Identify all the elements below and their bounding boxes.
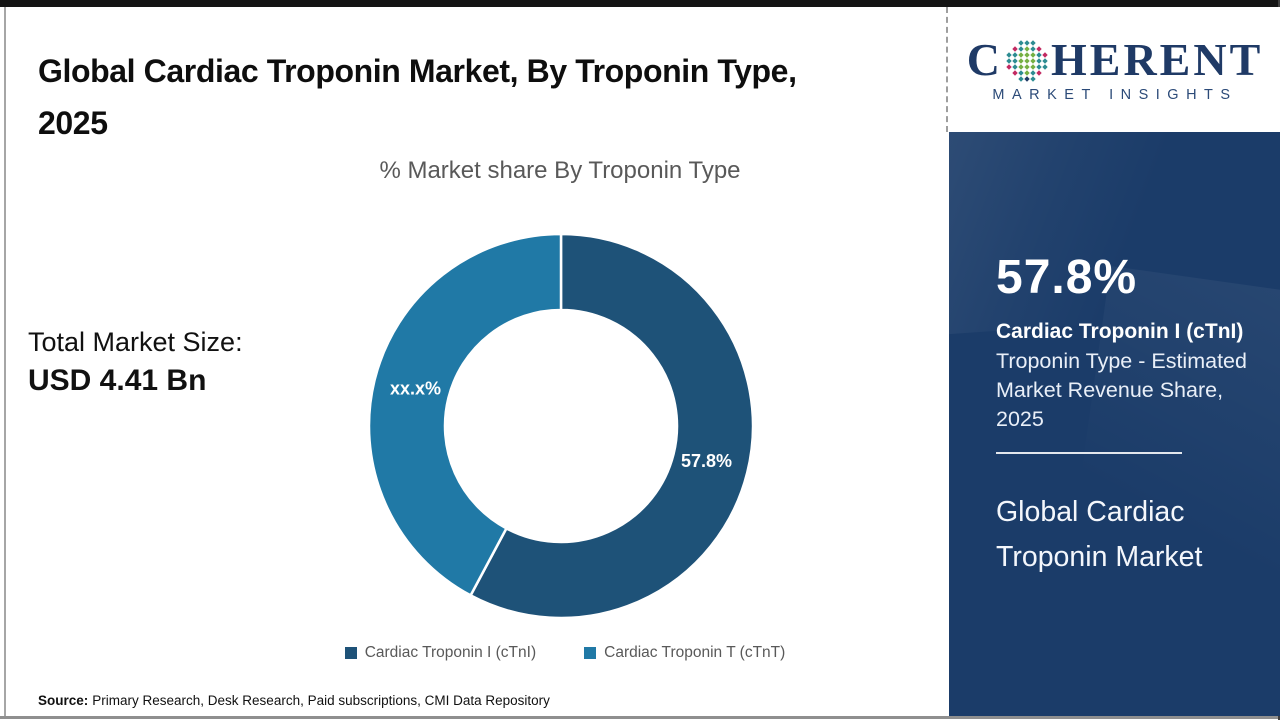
logo: C HERENT MARKET INSIGHTS xyxy=(950,7,1280,132)
globe-dot xyxy=(1018,69,1024,76)
globe-dot xyxy=(1030,57,1036,64)
globe-dot xyxy=(1024,75,1030,82)
globe-dot xyxy=(1012,69,1018,76)
globe-dot xyxy=(1036,57,1042,64)
source-label: Source: xyxy=(38,693,89,708)
globe-dot xyxy=(1042,63,1048,70)
total-market-block: Total Market Size: USD 4.41 Bn xyxy=(28,323,243,401)
globe-dot xyxy=(1018,63,1024,70)
globe-dot xyxy=(1012,51,1018,58)
total-market-value: USD 4.41 Bn xyxy=(28,364,207,397)
globe-dot xyxy=(1030,63,1036,70)
globe-dot xyxy=(1042,51,1048,58)
legend-item: Cardiac Troponin I (cTnI) xyxy=(344,644,537,662)
legend-label: Cardiac Troponin I (cTnI) xyxy=(364,644,537,661)
logo-letter-c: C xyxy=(966,33,1003,85)
total-market-label: Total Market Size: xyxy=(28,327,243,357)
globe-dot xyxy=(1018,75,1024,82)
donut-slice-label: 57.8% xyxy=(681,451,732,471)
logo-wordmark: C HERENT xyxy=(966,33,1264,85)
page-title: Global Cardiac Troponin Market, By Tropo… xyxy=(38,53,797,142)
globe-dot xyxy=(1042,57,1048,64)
globe-dots-icon xyxy=(1006,39,1048,82)
chart-legend: Cardiac Troponin I (cTnI) Cardiac Troponi… xyxy=(170,644,960,662)
donut-slice xyxy=(468,232,755,620)
donut-slice xyxy=(367,232,563,598)
globe-dot xyxy=(1024,39,1030,46)
side-panel: 57.8% Cardiac Troponin I (cTnI) Troponin… xyxy=(949,132,1280,716)
globe-dot xyxy=(1030,69,1036,76)
globe-dot xyxy=(1024,51,1030,58)
globe-dot xyxy=(1024,63,1030,70)
legend-swatch xyxy=(584,647,597,659)
globe-dot xyxy=(1006,57,1012,64)
globe-dot xyxy=(1018,51,1024,58)
globe-dot xyxy=(1006,51,1012,58)
logo-subtitle: MARKET INSIGHTS xyxy=(992,86,1238,103)
source-note: Source: Primary Research, Desk Research, … xyxy=(38,693,550,708)
dashed-divider xyxy=(946,7,948,132)
donut-slice-label: xx.x% xyxy=(390,378,441,398)
globe-dot xyxy=(1024,57,1030,64)
globe-dot xyxy=(1018,45,1024,52)
chart-title: % Market share By Troponin Type xyxy=(379,157,741,184)
panel-market-title: Global Cardiac Troponin Market xyxy=(996,496,1203,573)
globe-dot xyxy=(1018,57,1024,64)
source-text: Primary Research, Desk Research, Paid su… xyxy=(92,693,550,708)
globe-dot xyxy=(1024,69,1030,76)
panel-divider xyxy=(996,452,1182,454)
globe-dot xyxy=(1036,51,1042,58)
left-border xyxy=(4,7,6,717)
legend-swatch xyxy=(344,647,357,659)
panel-stat-description: Troponin Type - Estimated Market Revenue… xyxy=(996,349,1247,431)
globe-dot xyxy=(1012,45,1018,52)
globe-dot xyxy=(1030,75,1036,82)
globe-dot xyxy=(1012,57,1018,64)
globe-dot xyxy=(1036,69,1042,76)
globe-dot xyxy=(1036,45,1042,52)
globe-dot xyxy=(1006,63,1012,70)
globe-dot xyxy=(1018,39,1024,46)
legend-label: Cardiac Troponin T (cTnT) xyxy=(604,644,786,661)
top-bar xyxy=(0,0,1280,7)
globe-dot xyxy=(1030,39,1036,46)
logo-word-end: HERENT xyxy=(1050,33,1264,85)
legend-item: Cardiac Troponin T (cTnT) xyxy=(584,644,785,662)
panel-stat-value: 57.8% xyxy=(996,251,1138,304)
donut-chart: 57.8% xx.x% xyxy=(367,232,755,620)
globe-dot xyxy=(1030,45,1036,52)
bottom-border xyxy=(0,716,1280,719)
globe-dot xyxy=(1036,63,1042,70)
panel-stat-segment: Cardiac Troponin I (cTnI) xyxy=(996,320,1244,343)
globe-dot xyxy=(1024,45,1030,52)
globe-dot xyxy=(1012,63,1018,70)
globe-dot xyxy=(1030,51,1036,58)
